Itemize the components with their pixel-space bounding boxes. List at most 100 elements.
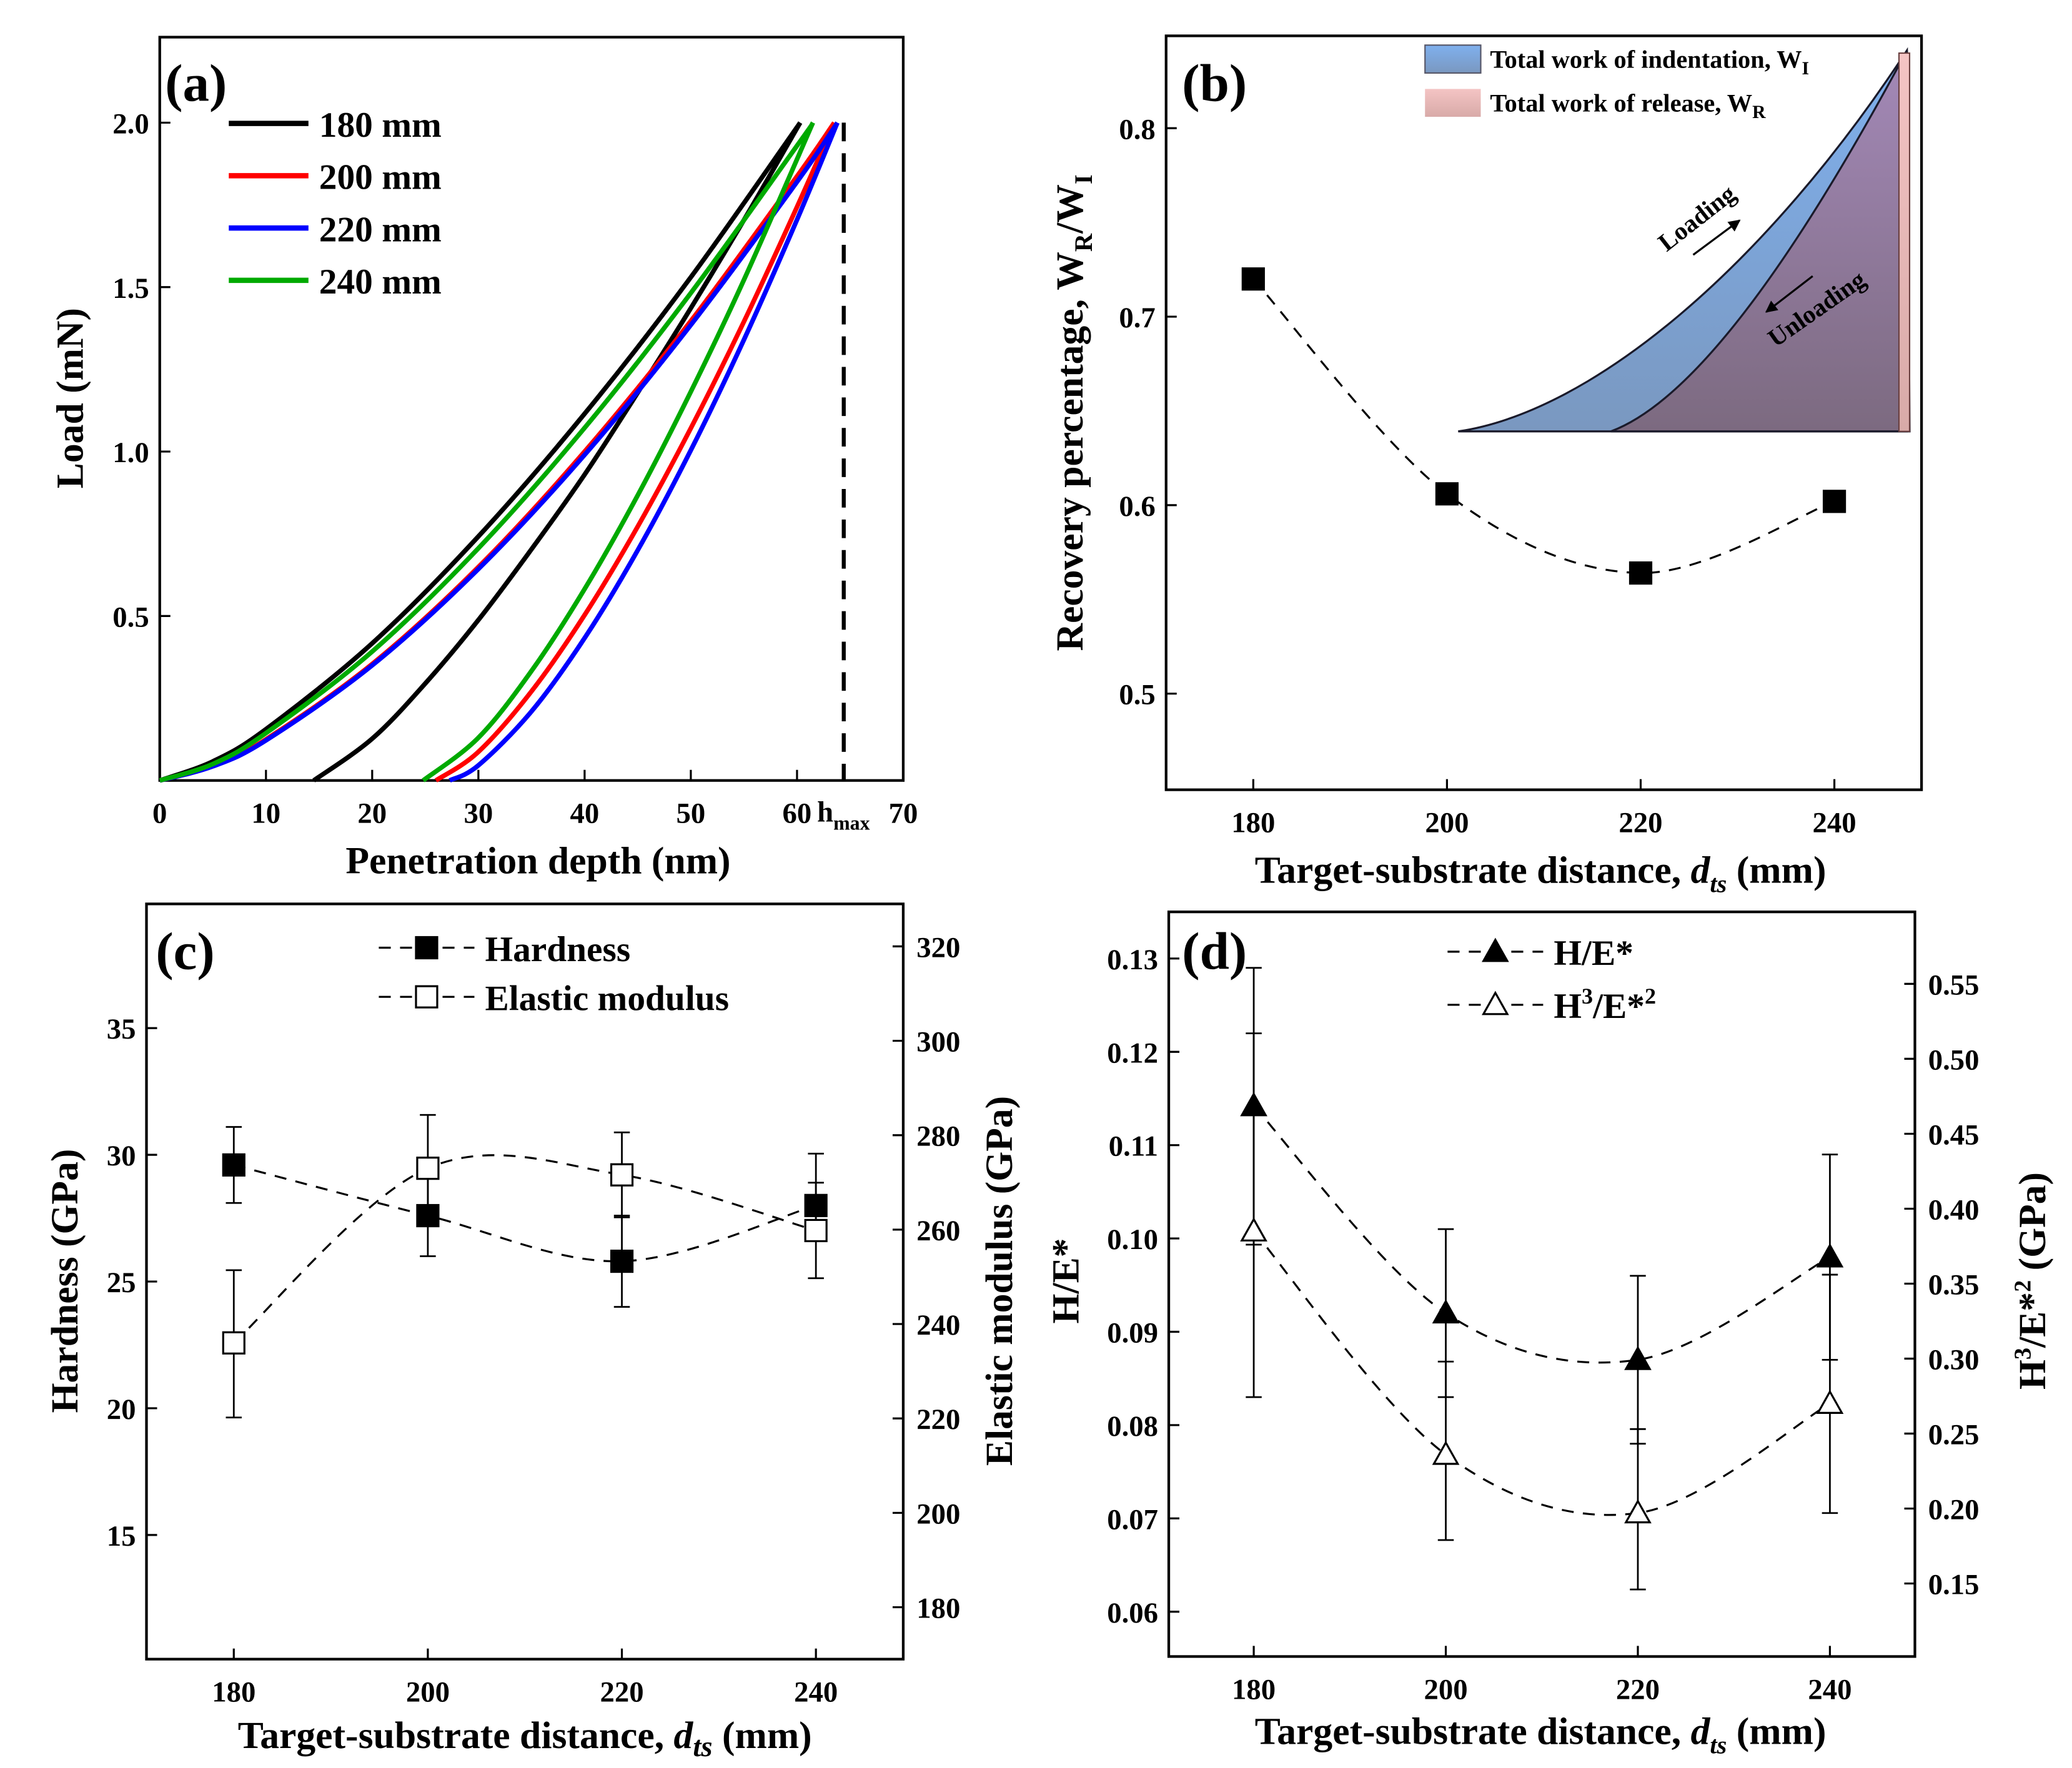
panel-c-x-tick-label: 180 bbox=[212, 1676, 255, 1709]
panel-b-x-tick-label: 200 bbox=[1425, 807, 1469, 839]
panel-c-y-tick-label: 30 bbox=[107, 1140, 136, 1172]
panel-d-x-tick-label: 200 bbox=[1424, 1673, 1467, 1706]
panel-a-x-tick-label: 40 bbox=[570, 798, 599, 830]
panel-c-y2-tick-label: 320 bbox=[916, 931, 960, 964]
panel-d-y-tick-label: 0.11 bbox=[1109, 1130, 1158, 1163]
panel-d-y2-tick-label: 0.25 bbox=[1928, 1419, 1980, 1451]
a-legend-label: 200 mm bbox=[319, 158, 442, 197]
panel-d-y-tick-label: 0.13 bbox=[1107, 944, 1158, 976]
d-data-point bbox=[1432, 1299, 1460, 1324]
panel-a-x-tick-label: 70 bbox=[889, 798, 918, 830]
panel-a-x-tick-label: 20 bbox=[357, 798, 387, 830]
c-fit-curve-1 bbox=[233, 1154, 816, 1344]
panel-c-y2-tick-label: 240 bbox=[916, 1309, 960, 1341]
d-data-point bbox=[1432, 1440, 1460, 1465]
panel-a-y-tick-label: 1.5 bbox=[112, 272, 149, 305]
d-left-y-axis-title: H/E* bbox=[1045, 1238, 1088, 1323]
panel-c-y-tick-label: 25 bbox=[107, 1267, 136, 1299]
panel-a-y-tick-label: 2.0 bbox=[112, 107, 149, 140]
c-data-point bbox=[222, 1153, 245, 1177]
panel-d-x-tick-label: 240 bbox=[1808, 1673, 1851, 1706]
c-data-point bbox=[416, 1157, 440, 1180]
d-data-point bbox=[1240, 1217, 1267, 1242]
a-y-axis-title: Load (mN) bbox=[49, 308, 91, 488]
a-legend-label: 220 mm bbox=[319, 210, 442, 249]
d-data-point bbox=[1816, 1243, 1844, 1268]
a-x-axis-title: Penetration depth (nm) bbox=[345, 839, 730, 882]
panel-a-x-tick-label: 50 bbox=[677, 798, 706, 830]
panel-a-x-tick-label: 30 bbox=[463, 798, 493, 830]
d-legend-label: H3/E*2 bbox=[1554, 984, 1656, 1026]
panel-d-y-tick-label: 0.10 bbox=[1107, 1223, 1158, 1256]
b-data-point bbox=[1628, 561, 1653, 585]
a-curve-240mm-unloading bbox=[422, 121, 815, 783]
panel-label-c: (c) bbox=[156, 922, 214, 981]
panel-d-plot-frame bbox=[1167, 911, 1916, 1658]
panel-b-x-tick-label: 220 bbox=[1618, 807, 1662, 839]
d-x-axis-title: Target-substrate distance, dts (mm) bbox=[1255, 1711, 1827, 1759]
panel-d-y2-tick-label: 0.20 bbox=[1928, 1494, 1980, 1526]
panel-c-y2-tick-label: 260 bbox=[916, 1215, 960, 1247]
panel-c-x-tick-label: 240 bbox=[794, 1676, 838, 1709]
plot-marks: 0 10 20 30 40 50 60 70 0.5 1.0 1.5 2.0 180 mm 200 mm 2… bbox=[107, 34, 1980, 1709]
panel-b-x-tick-label: 240 bbox=[1813, 807, 1856, 839]
panel-c-x-tick-label: 200 bbox=[406, 1676, 450, 1709]
a-curve-240mm-loading bbox=[159, 121, 815, 783]
panel-a-y-tick-label: 1.0 bbox=[112, 437, 149, 469]
inset-legend-indentation: Total work of indentation, WI bbox=[1490, 45, 1809, 79]
d-right-y-axis-title: H3/E*2 (GPa) bbox=[2010, 1172, 2053, 1390]
legend-text: H bbox=[1554, 987, 1582, 1026]
c-x-axis-title: Target-substrate distance, dts (mm) bbox=[238, 1714, 812, 1763]
inset-legend-release: Total work of release, WR bbox=[1490, 89, 1766, 123]
inset-legend-swatch-release bbox=[1425, 89, 1481, 117]
b-data-point bbox=[1822, 490, 1846, 513]
panel-c-y2-tick-label: 280 bbox=[916, 1120, 960, 1153]
panel-d-y2-tick-label: 0.55 bbox=[1928, 969, 1980, 1001]
panel-label-d: (d) bbox=[1182, 922, 1247, 981]
panel-a-y-tick-label: 0.5 bbox=[112, 601, 149, 633]
panel-a-x-tick-label: 10 bbox=[251, 798, 280, 830]
legend-sup: 3 bbox=[1582, 984, 1593, 1009]
d-legend-label: H/E* bbox=[1554, 934, 1633, 973]
panel-c-x-tick-label: 220 bbox=[600, 1676, 643, 1709]
panel-d-y-tick-label: 0.06 bbox=[1107, 1597, 1158, 1629]
panel-d-y-tick-label: 0.08 bbox=[1107, 1410, 1158, 1443]
panel-b-y-tick-label: 0.8 bbox=[1119, 113, 1155, 146]
panel-c-y-tick-label: 35 bbox=[107, 1013, 136, 1045]
panel-d-x-tick-label: 180 bbox=[1232, 1673, 1276, 1706]
inset-loading-label: Loading bbox=[1653, 179, 1741, 257]
c-data-point bbox=[610, 1249, 634, 1273]
panel-c-y-tick-label: 20 bbox=[107, 1393, 136, 1426]
d-data-point bbox=[1624, 1345, 1652, 1370]
panel-c-y2-tick-label: 300 bbox=[916, 1026, 960, 1059]
c-right-y-axis-title: Elastic modulus (GPa) bbox=[978, 1096, 1021, 1466]
d-legend-marker bbox=[1482, 990, 1509, 1015]
b-x-axis-title: Target-substrate distance, dts (mm) bbox=[1255, 849, 1827, 897]
panel-d-x-tick-label: 220 bbox=[1616, 1673, 1660, 1706]
panel-d-y-tick-label: 0.07 bbox=[1107, 1503, 1158, 1536]
c-fit-curve-0 bbox=[233, 1163, 816, 1263]
panel-c-y-tick-label: 15 bbox=[107, 1520, 136, 1553]
c-data-point bbox=[804, 1218, 828, 1243]
a-hmax-label: hmax bbox=[817, 796, 870, 834]
c-legend-marker bbox=[415, 985, 439, 1009]
panel-c-y2-tick-label: 180 bbox=[916, 1593, 960, 1625]
panel-d-y-tick-label: 0.12 bbox=[1107, 1037, 1158, 1069]
a-curve-220mm-unloading bbox=[449, 122, 840, 783]
c-legend-label: Hardness bbox=[485, 930, 630, 969]
loading-arrow-icon bbox=[1692, 219, 1741, 256]
panel-b-y-tick-label: 0.5 bbox=[1119, 679, 1155, 711]
b-inset-schematic: Loading Unloading Total work of indentat… bbox=[1424, 44, 1911, 433]
a-legend-label: 240 mm bbox=[319, 262, 442, 302]
inset-work-release-area bbox=[1610, 50, 1908, 433]
panel-c-y2-tick-label: 220 bbox=[916, 1403, 960, 1436]
panel-b-plot-frame bbox=[1164, 34, 1923, 791]
panel-b-x-tick-label: 180 bbox=[1231, 807, 1275, 839]
panel-d-y2-tick-label: 0.50 bbox=[1928, 1044, 1980, 1076]
c-left-y-axis-title: Hardness (GPa) bbox=[44, 1149, 86, 1413]
panel-d-y2-tick-label: 0.40 bbox=[1928, 1193, 1980, 1226]
d-data-point bbox=[1816, 1390, 1844, 1414]
a-curve-180mm-loading bbox=[159, 121, 803, 783]
b-y-axis-title: Recovery percentage, WR/WI bbox=[1049, 174, 1098, 651]
a-curve-180mm-unloading bbox=[312, 121, 803, 783]
